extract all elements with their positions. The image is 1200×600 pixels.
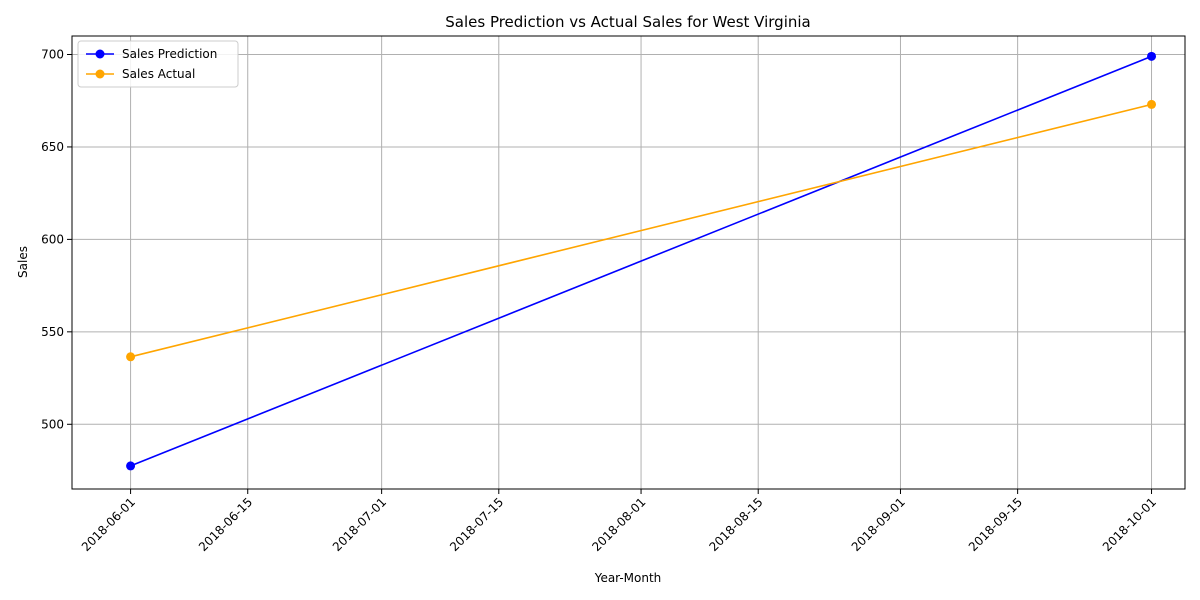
- legend-label: Sales Actual: [122, 67, 195, 81]
- data-point: [1147, 51, 1157, 61]
- legend-item: Sales Actual: [86, 67, 195, 81]
- series-layer: [126, 51, 1157, 471]
- x-axis-label: Year-Month: [594, 571, 662, 585]
- grid-lines: [72, 36, 1185, 489]
- legend-box: [77, 40, 239, 88]
- y-tick-label: 600: [41, 233, 64, 247]
- data-point: [126, 461, 136, 471]
- data-point: [1147, 99, 1157, 109]
- legend-label: Sales Prediction: [122, 47, 217, 61]
- chart-title: Sales Prediction vs Actual Sales for Wes…: [445, 13, 811, 31]
- y-axis-label: Sales: [16, 246, 30, 278]
- plot-frame: [71, 35, 1186, 490]
- data-point: [126, 352, 136, 362]
- legend-marker: [95, 69, 105, 79]
- series-line: [130, 103, 1152, 358]
- legend-item: Sales Prediction: [86, 47, 217, 61]
- y-tick-label: 500: [41, 417, 64, 431]
- y-tick-label: 650: [41, 140, 64, 154]
- series-line: [130, 55, 1152, 467]
- y-tick-label: 700: [41, 48, 64, 62]
- y-axis-ticks: 500 550 600 650 700: [41, 48, 72, 431]
- y-tick-label: 550: [41, 325, 64, 339]
- series-1: [126, 99, 1157, 362]
- legend-marker: [95, 49, 105, 59]
- legend: Sales Prediction Sales Actual: [77, 40, 239, 88]
- series-0: [126, 51, 1157, 471]
